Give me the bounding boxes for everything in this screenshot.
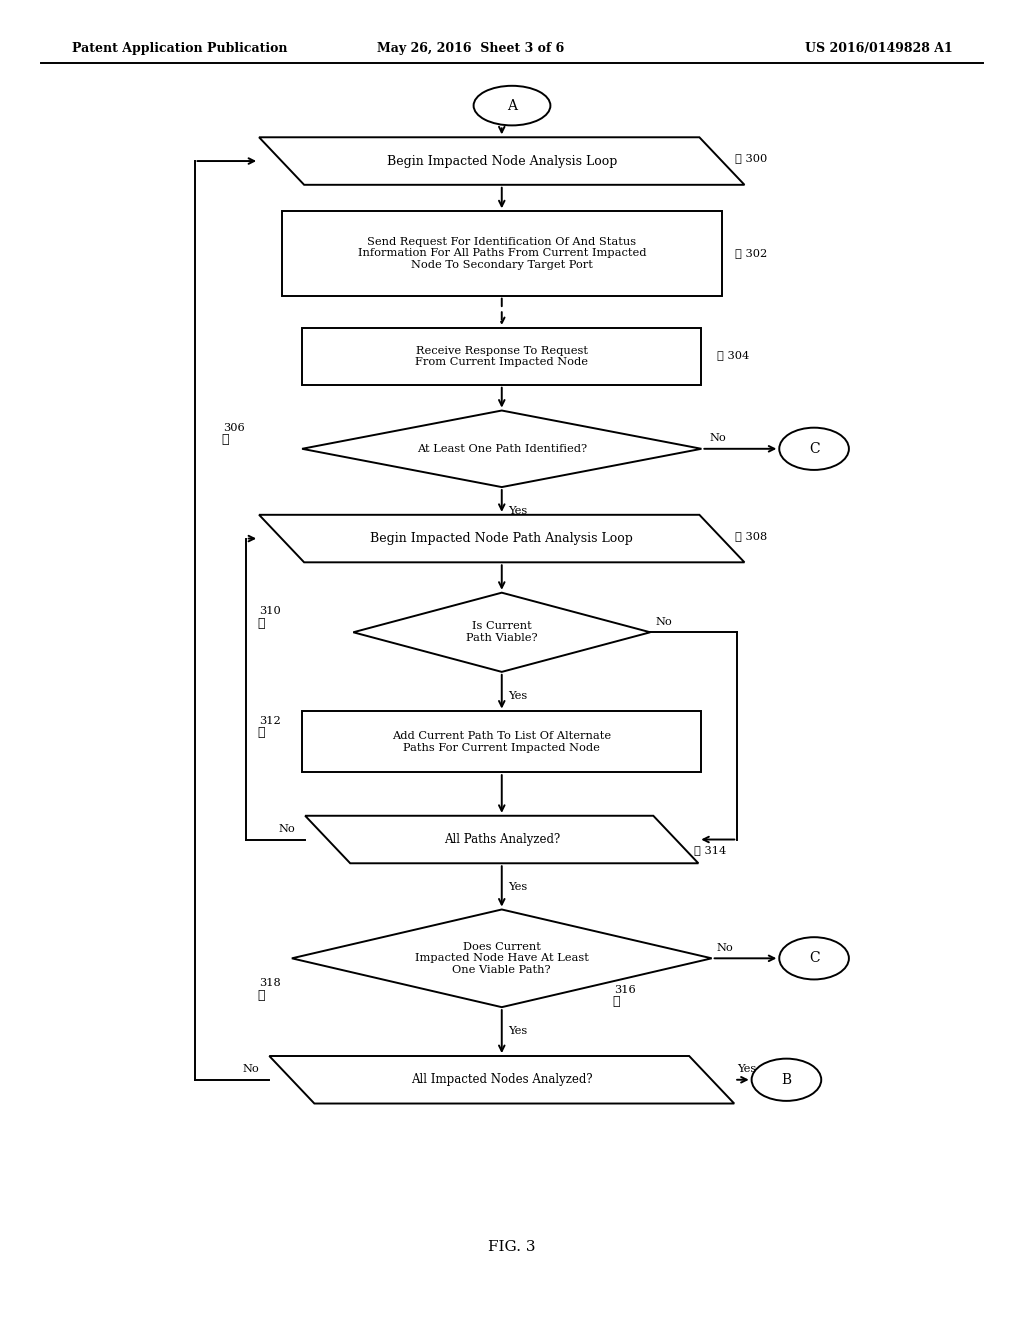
Text: Yes: Yes xyxy=(508,506,527,516)
Text: Does Current
Impacted Node Have At Least
One Viable Path?: Does Current Impacted Node Have At Least… xyxy=(415,941,589,975)
Text: ❧: ❧ xyxy=(257,616,264,630)
Text: Begin Impacted Node Analysis Loop: Begin Impacted Node Analysis Loop xyxy=(387,154,616,168)
Text: Begin Impacted Node Path Analysis Loop: Begin Impacted Node Path Analysis Loop xyxy=(371,532,633,545)
Text: ❧ 314: ❧ 314 xyxy=(694,845,726,855)
Text: US 2016/0149828 A1: US 2016/0149828 A1 xyxy=(805,42,952,55)
Text: Yes: Yes xyxy=(508,1026,527,1036)
Text: Yes: Yes xyxy=(508,690,527,701)
Ellipse shape xyxy=(473,86,551,125)
Polygon shape xyxy=(269,1056,734,1104)
Polygon shape xyxy=(353,593,650,672)
Text: All Paths Analyzed?: All Paths Analyzed? xyxy=(443,833,560,846)
Text: May 26, 2016  Sheet 3 of 6: May 26, 2016 Sheet 3 of 6 xyxy=(378,42,564,55)
Text: FIG. 3: FIG. 3 xyxy=(488,1241,536,1254)
FancyBboxPatch shape xyxy=(282,211,722,296)
Text: No: No xyxy=(655,616,672,627)
Text: ❧ 304: ❧ 304 xyxy=(717,350,749,360)
Text: ❧ 300: ❧ 300 xyxy=(735,153,767,164)
Ellipse shape xyxy=(752,1059,821,1101)
Text: 306: 306 xyxy=(223,422,245,433)
Text: No: No xyxy=(710,433,726,444)
Text: At Least One Path Identified?: At Least One Path Identified? xyxy=(417,444,587,454)
Text: C: C xyxy=(809,952,819,965)
Text: 318: 318 xyxy=(259,978,281,989)
Text: Patent Application Publication: Patent Application Publication xyxy=(72,42,287,55)
Text: Add Current Path To List Of Alternate
Paths For Current Impacted Node: Add Current Path To List Of Alternate Pa… xyxy=(392,731,611,752)
Text: ❧ 302: ❧ 302 xyxy=(735,248,767,259)
Text: ❧: ❧ xyxy=(257,726,264,739)
Text: No: No xyxy=(717,942,733,953)
Text: 316: 316 xyxy=(614,985,636,995)
Text: A: A xyxy=(507,99,517,112)
Text: 310: 310 xyxy=(259,606,281,616)
Text: B: B xyxy=(781,1073,792,1086)
Text: ❧ 308: ❧ 308 xyxy=(735,531,767,541)
FancyBboxPatch shape xyxy=(302,711,701,772)
Text: ❧: ❧ xyxy=(612,995,620,1008)
Text: C: C xyxy=(809,442,819,455)
Polygon shape xyxy=(292,909,712,1007)
Ellipse shape xyxy=(779,937,849,979)
Polygon shape xyxy=(305,816,698,863)
Text: Yes: Yes xyxy=(508,882,527,892)
Ellipse shape xyxy=(779,428,849,470)
Text: 312: 312 xyxy=(259,715,281,726)
Text: Yes: Yes xyxy=(737,1064,757,1074)
Text: Send Request For Identification Of And Status
Information For All Paths From Cur: Send Request For Identification Of And S… xyxy=(357,236,646,271)
Text: No: No xyxy=(243,1064,259,1074)
Polygon shape xyxy=(259,137,744,185)
Text: Receive Response To Request
From Current Impacted Node: Receive Response To Request From Current… xyxy=(416,346,588,367)
Text: All Impacted Nodes Analyzed?: All Impacted Nodes Analyzed? xyxy=(411,1073,593,1086)
Text: Is Current
Path Viable?: Is Current Path Viable? xyxy=(466,622,538,643)
FancyBboxPatch shape xyxy=(302,327,701,385)
Polygon shape xyxy=(302,411,701,487)
Text: No: No xyxy=(279,824,295,834)
Text: ❧: ❧ xyxy=(257,989,264,1002)
Polygon shape xyxy=(259,515,744,562)
Text: ❧: ❧ xyxy=(221,433,228,446)
